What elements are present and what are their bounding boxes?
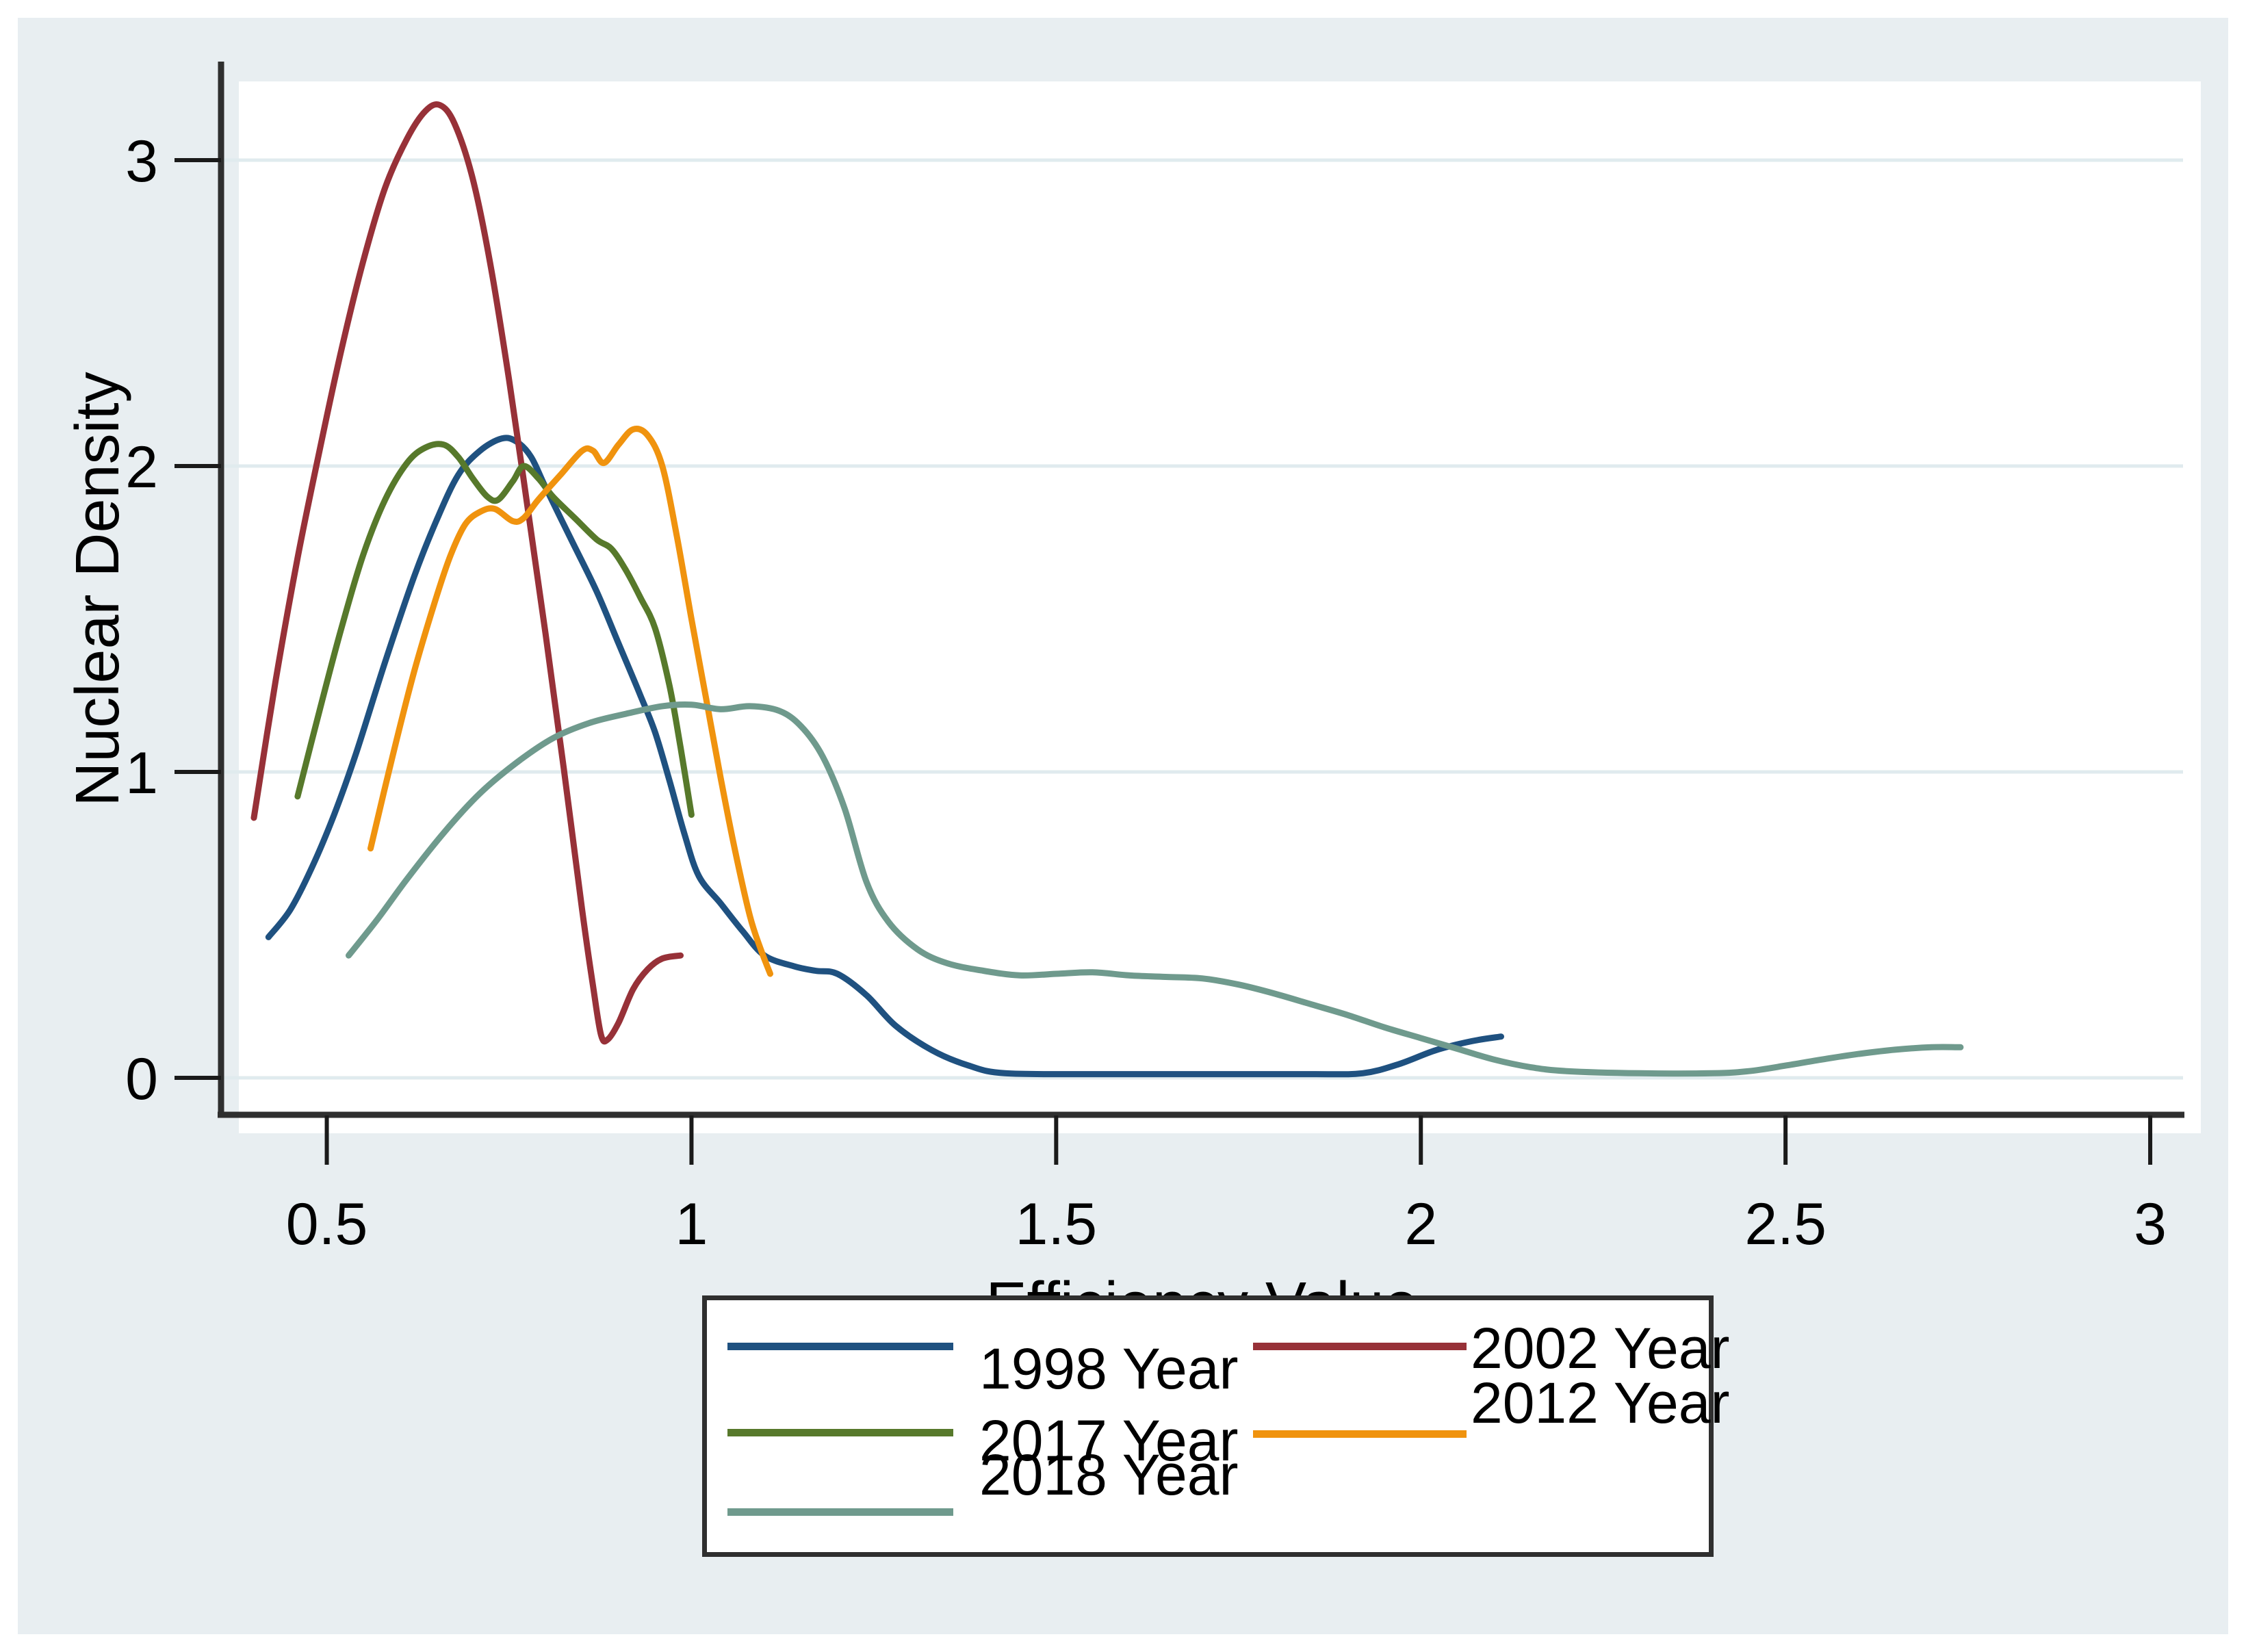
curve-2002-year <box>250 101 684 1045</box>
tick-labels: 0 1 2 3 0.5 1 1.5 2 2.5 3 <box>125 129 2167 1257</box>
xtick-label-2: 2 <box>1404 1191 1437 1257</box>
legend-label-2012: 2012 Year <box>1471 1371 1730 1435</box>
legend-line-2012 <box>1253 1430 1467 1438</box>
ytick-label-1: 1 <box>125 740 158 806</box>
legend-label-1998: 1998 Year <box>979 1337 1239 1401</box>
figure-canvas <box>18 18 2228 1634</box>
legend-line-2002 <box>1253 1343 1467 1350</box>
axes <box>218 62 2184 1118</box>
ytick-label-0: 0 <box>125 1046 158 1112</box>
xtick-label-3: 3 <box>2134 1191 2167 1257</box>
ytick-label-2: 2 <box>125 435 158 500</box>
curve-1998-year <box>265 435 1504 1078</box>
y-axis-title: Nuclear Density <box>64 372 132 807</box>
xtick-label-1: 1 <box>675 1191 708 1257</box>
plot-area <box>239 81 2201 1133</box>
ytick-label-3: 3 <box>125 129 158 194</box>
xtick-label-0.5: 0.5 <box>286 1191 368 1257</box>
curve-2018-year <box>346 701 1964 1077</box>
gridlines <box>221 158 2183 1080</box>
curve-2012-year <box>367 426 773 977</box>
legend-label-2002: 2002 Year <box>1471 1316 1730 1380</box>
density-curves <box>250 101 1964 1078</box>
legend-line-2018 <box>727 1508 953 1516</box>
legend-box: 1998 Year 2002 Year 2017 Year 2012 Year … <box>702 1295 1729 1557</box>
curve-2017-year <box>294 441 695 818</box>
legend-label-2017: 2017 Year <box>979 1408 1239 1473</box>
legend-line-2017 <box>727 1429 953 1436</box>
tick-marks <box>175 158 2153 1165</box>
xtick-label-2.5: 2.5 <box>1744 1191 1827 1257</box>
xtick-label-1.5: 1.5 <box>1016 1191 1098 1257</box>
legend-label-2018: 2018 Year <box>979 1443 1239 1507</box>
legend-line-1998 <box>727 1343 953 1350</box>
